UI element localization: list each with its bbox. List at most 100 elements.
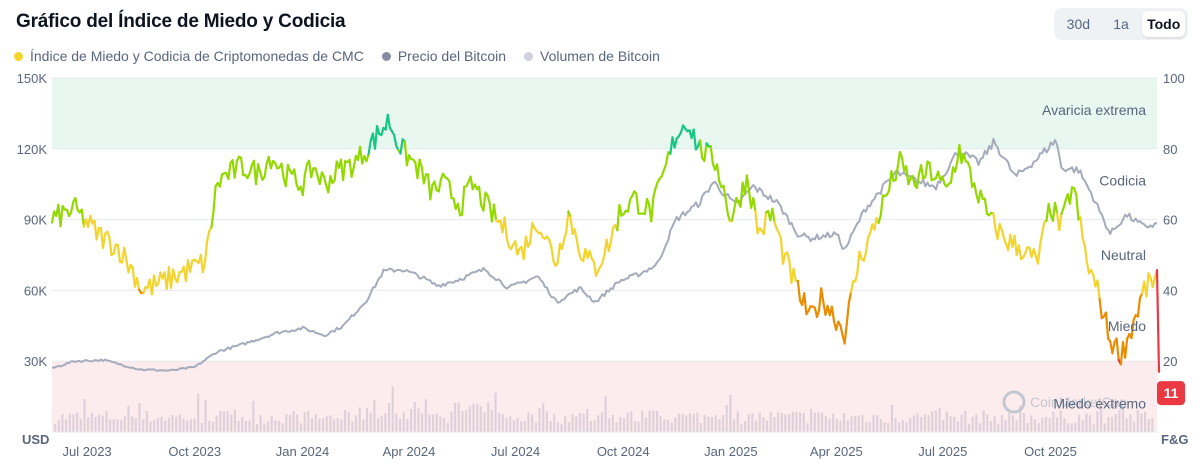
fear-greed-segment xyxy=(843,322,848,345)
volume-bar xyxy=(182,418,185,432)
fear-greed-segment xyxy=(112,243,117,255)
range-1a-button[interactable]: 1a xyxy=(1113,16,1129,32)
fear-greed-segment xyxy=(418,158,423,169)
volume-bar xyxy=(1092,423,1095,432)
legend-item-btc-volume[interactable]: Volumen de Bitcoin xyxy=(524,48,660,64)
band-label: Neutral xyxy=(1101,247,1146,263)
fear-greed-segment xyxy=(478,185,483,207)
volume-bar xyxy=(868,422,871,432)
volume-bar xyxy=(769,411,772,432)
fear-greed-segment xyxy=(108,236,113,257)
volume-bar xyxy=(619,417,622,432)
volume-bar xyxy=(586,409,589,432)
volume-bar xyxy=(362,419,365,432)
volume-bar xyxy=(799,412,802,432)
volume-bar xyxy=(402,412,405,432)
volume-bar xyxy=(655,410,659,432)
volume-bar xyxy=(861,415,864,432)
volume-bar xyxy=(1111,416,1114,432)
volume-bar xyxy=(498,412,501,432)
volume-bar xyxy=(160,416,163,432)
volume-bar xyxy=(542,403,545,432)
volume-bar xyxy=(740,423,743,432)
volume-bar xyxy=(608,418,611,432)
fear-greed-segment xyxy=(69,200,75,214)
fear-greed-segment xyxy=(643,197,649,215)
fear-greed-segment xyxy=(405,154,411,167)
fear-greed-segment xyxy=(1151,276,1157,289)
fear-greed-segment xyxy=(973,182,978,196)
fear-greed-segment xyxy=(877,213,882,225)
volume-bar xyxy=(87,417,90,432)
volume-bar xyxy=(1019,405,1022,432)
volume-bar xyxy=(274,420,277,432)
legend-label-btc-price: Precio del Bitcoin xyxy=(397,48,507,64)
right-axis-label: F&G xyxy=(1161,432,1188,447)
volume-bar xyxy=(927,415,930,432)
fear-greed-segment xyxy=(240,156,245,177)
volume-bar xyxy=(321,418,325,432)
legend-item-btc-price[interactable]: Precio del Bitcoin xyxy=(381,48,507,64)
fear-greed-segment xyxy=(227,161,232,181)
left-axis-tick-label: 90K xyxy=(24,213,47,228)
volume-bar xyxy=(637,421,640,432)
volume-bar xyxy=(266,421,270,432)
fear-greed-segment xyxy=(1145,272,1150,298)
range-todo-button[interactable]: Todo xyxy=(1142,11,1186,37)
fear-greed-segment xyxy=(1036,244,1042,265)
fear-greed-segment xyxy=(905,165,910,186)
legend-item-fear-greed[interactable]: Índice de Miedo y Codicia de Criptomoned… xyxy=(14,48,364,64)
volume-bar xyxy=(494,392,497,432)
volume-bar xyxy=(145,411,148,432)
volume-bar xyxy=(582,413,585,432)
volume-bar xyxy=(982,410,985,432)
fear-greed-segment xyxy=(569,216,574,235)
fear-greed-segment xyxy=(754,210,759,235)
volume-bar xyxy=(487,402,490,432)
volume-bar xyxy=(325,416,328,432)
volume-bar xyxy=(942,419,945,432)
volume-bar xyxy=(120,419,123,432)
fear-greed-segment xyxy=(212,184,217,213)
volume-bar xyxy=(993,416,996,432)
volume-bar xyxy=(938,407,941,432)
fear-greed-segment xyxy=(941,175,946,186)
fear-greed-segment xyxy=(1068,186,1074,205)
volume-bar xyxy=(534,422,537,432)
fear-greed-segment xyxy=(703,142,708,163)
fear-greed-segment xyxy=(280,162,285,180)
volume-bar xyxy=(1070,423,1073,432)
volume-bar xyxy=(380,415,383,432)
fear-greed-segment xyxy=(314,167,319,178)
volume-bar xyxy=(971,416,974,432)
right-axis-tick-label: 80 xyxy=(1163,142,1177,157)
volume-bar xyxy=(329,415,332,432)
volume-bar xyxy=(189,419,192,432)
volume-bar xyxy=(817,412,820,432)
volume-bar xyxy=(1052,411,1055,432)
volume-bar xyxy=(516,417,519,432)
range-30d-button[interactable]: 30d xyxy=(1066,16,1091,32)
volume-bar xyxy=(83,399,86,432)
volume-bar xyxy=(505,417,508,432)
volume-bar xyxy=(931,411,934,432)
volume-bar xyxy=(876,415,879,432)
volume-bar xyxy=(1041,418,1044,432)
volume-bar xyxy=(780,413,783,432)
fear-greed-segment xyxy=(437,178,442,193)
band-label: Miedo xyxy=(1108,318,1146,334)
volume-bar xyxy=(1103,423,1106,432)
volume-bar xyxy=(501,414,504,432)
volume-bar xyxy=(241,417,244,432)
fear-greed-segment xyxy=(263,163,268,179)
volume-bar xyxy=(1144,411,1147,432)
fear-greed-segment xyxy=(456,202,462,217)
fear-greed-segment xyxy=(654,181,659,190)
volume-bar xyxy=(531,414,534,432)
fear-greed-segment xyxy=(74,197,79,211)
volume-bar xyxy=(461,411,464,432)
fear-greed-segment xyxy=(575,239,581,254)
legend-dot-fear-greed xyxy=(14,51,23,61)
volume-bar xyxy=(244,420,247,432)
